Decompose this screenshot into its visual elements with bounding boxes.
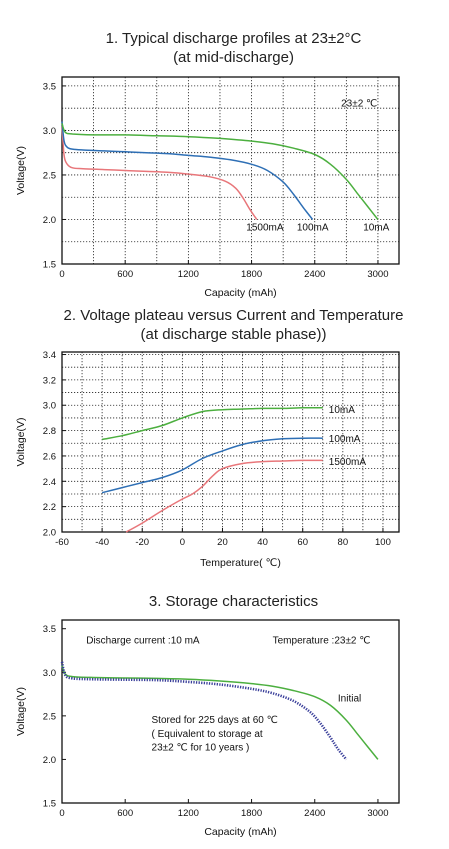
x-axis-label: Temperature( ℃) <box>200 557 281 569</box>
y-tick-label: 3.2 <box>43 375 56 386</box>
plot-frame <box>61 76 400 265</box>
chart-2: 2. Voltage plateau versus Current and Te… <box>15 307 403 569</box>
x-tick-label: 0 <box>59 808 64 819</box>
y-tick-label: 3.5 <box>43 624 56 635</box>
series-label: 1500mA <box>329 457 367 468</box>
annotation: Discharge current :10 mA <box>86 636 200 647</box>
grid <box>62 352 399 532</box>
y-tick-label: 3.0 <box>43 126 56 137</box>
y-tick-label: 2.0 <box>43 215 56 226</box>
plot-frame <box>61 351 400 533</box>
x-tick-label: 600 <box>117 808 133 819</box>
x-tick-label: 3000 <box>367 269 388 280</box>
y-axis-label: Voltage(V) <box>15 417 27 466</box>
chart-subtitle: (at discharge stable phase)) <box>141 326 327 343</box>
x-axis-label: Capacity (mAh) <box>204 826 276 838</box>
x-tick-label: 2400 <box>304 808 325 819</box>
series-line-1 <box>101 407 323 441</box>
series-label: 100mA <box>297 223 329 234</box>
chart-title: 3. Storage characteristics <box>149 593 318 610</box>
series-line-1 <box>61 125 258 220</box>
series-label: 100mA <box>329 434 361 445</box>
x-tick-label: 1800 <box>241 808 262 819</box>
annotation: Temperature :23±2 ℃ <box>273 636 371 647</box>
y-axis-label: Voltage(V) <box>15 146 27 195</box>
series-label: 10mA <box>329 405 355 416</box>
y-tick-label: 3.4 <box>43 350 56 361</box>
chart-1: 1. Typical discharge profiles at 23±2°C (… <box>15 30 400 299</box>
x-tick-label: 20 <box>217 537 228 548</box>
x-tick-label: 40 <box>257 537 268 548</box>
annotation: Stored for 225 days at 60 ℃ <box>152 715 278 726</box>
series-line-2 <box>60 661 348 761</box>
chart-3: 3. Storage characteristics 1.5 2.0 2.5 3.0 3.… <box>15 593 400 838</box>
chart-title: 2. Voltage plateau versus Current and Te… <box>64 307 404 324</box>
series-label: Initial <box>338 694 361 705</box>
y-tick-label: 3.0 <box>43 668 56 679</box>
x-tick-label: 1200 <box>178 269 199 280</box>
y-tick-label: 2.6 <box>43 451 56 462</box>
grid <box>62 77 399 264</box>
x-tick-label: 0 <box>180 537 185 548</box>
y-tick-label: 2.5 <box>43 170 56 181</box>
x-tick-label: 60 <box>297 537 308 548</box>
y-tick-label: 3.0 <box>43 401 56 412</box>
x-axis-label: Capacity (mAh) <box>204 287 276 299</box>
y-tick-label: 2.5 <box>43 711 56 722</box>
x-tick-label: 600 <box>117 269 133 280</box>
y-tick-label: 2.8 <box>43 426 56 437</box>
y-tick-label: 2.4 <box>43 477 56 488</box>
x-tick-label: 80 <box>338 537 349 548</box>
y-tick-label: 2.0 <box>43 528 56 539</box>
x-tick-label: 2400 <box>304 269 325 280</box>
series-line-2 <box>61 121 314 220</box>
x-tick-label: 100 <box>375 537 391 548</box>
plot-frame <box>61 619 400 804</box>
y-tick-label: 3.5 <box>43 81 56 92</box>
series-label: 10mA <box>363 223 389 234</box>
x-tick-label: 1800 <box>241 269 262 280</box>
y-tick-label: 2.0 <box>43 755 56 766</box>
series-line-3 <box>125 459 323 533</box>
y-axis-label: Voltage(V) <box>15 687 27 736</box>
series-line-3 <box>61 123 379 220</box>
y-tick-label: 1.5 <box>43 799 56 810</box>
x-tick-label: 3000 <box>367 808 388 819</box>
series-line-2 <box>101 437 323 494</box>
series-line-1 <box>61 665 379 760</box>
x-tick-label: 1200 <box>178 808 199 819</box>
annotation: ( Equivalent to storage at <box>152 729 263 740</box>
x-tick-label: 0 <box>59 269 64 280</box>
chart-subtitle: (at mid-discharge) <box>173 49 294 66</box>
y-tick-label: 2.2 <box>43 502 56 513</box>
chart-title: 1. Typical discharge profiles at 23±2°C <box>106 30 362 47</box>
y-tick-label: 1.5 <box>43 260 56 271</box>
x-tick-label: -20 <box>135 537 149 548</box>
x-tick-label: -60 <box>55 537 69 548</box>
annotation: 23±2 ℃ for 10 years ) <box>152 743 250 754</box>
x-tick-label: -40 <box>95 537 109 548</box>
series-label: 1500mA <box>246 223 284 234</box>
annotation: 23±2 ℃ <box>341 98 377 109</box>
